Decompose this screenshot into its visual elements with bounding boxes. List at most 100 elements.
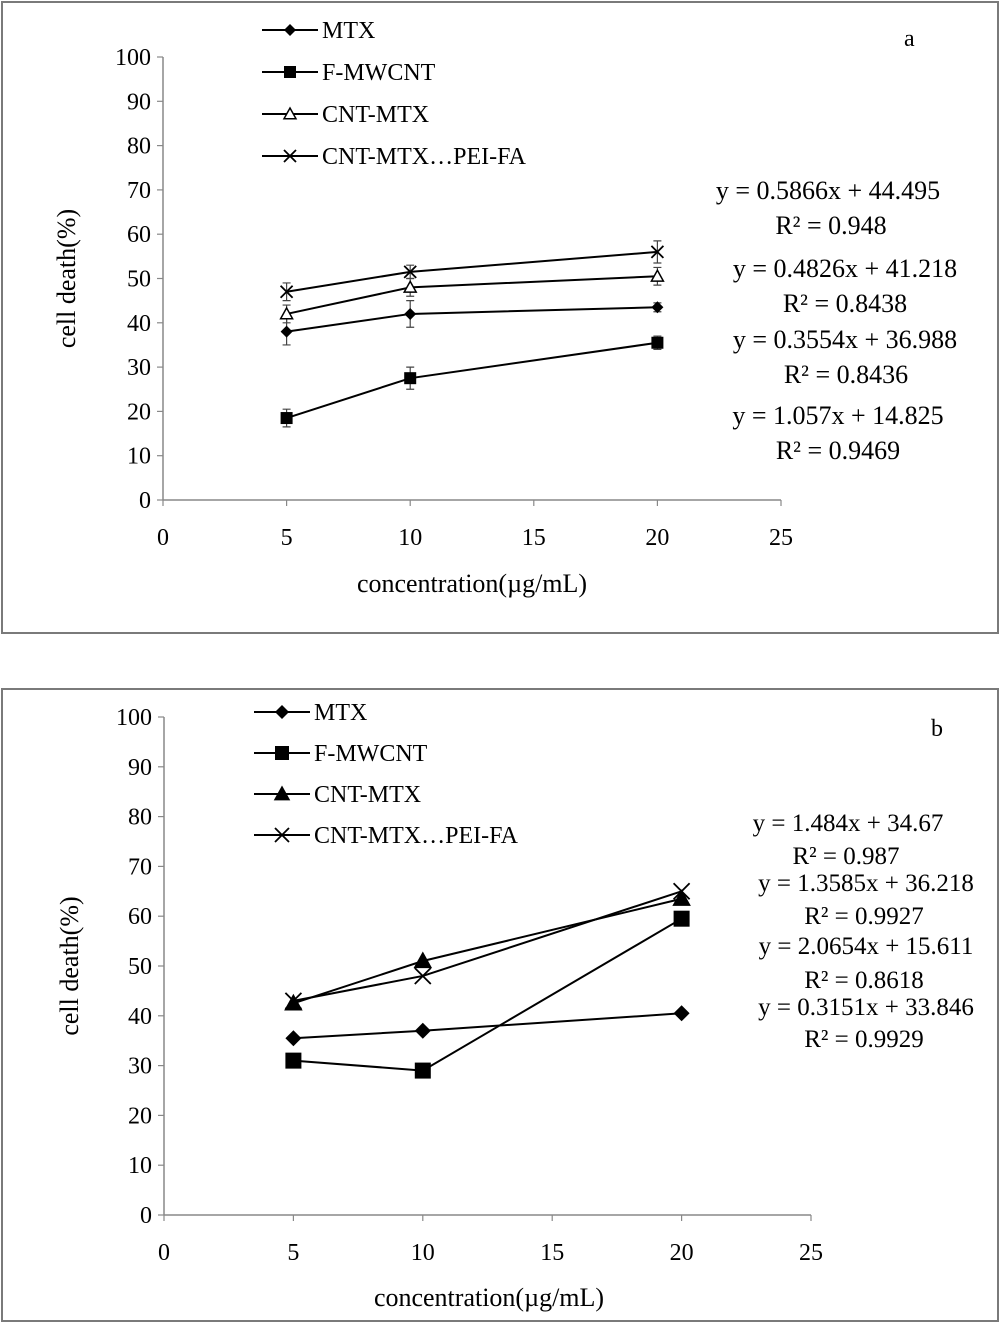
x-tick-label: 20 xyxy=(670,1240,694,1266)
x-tick-label: 25 xyxy=(769,525,793,551)
data-point xyxy=(414,967,432,985)
trendline-equation: y = 1.057x + 14.825 xyxy=(732,401,943,430)
x-tick-label: 5 xyxy=(287,1240,299,1266)
series-line xyxy=(293,897,682,1005)
legend-label: CNT-MTX…PEI-FA xyxy=(322,144,527,170)
series-line xyxy=(286,341,658,419)
legend-label: F-MWCNT xyxy=(314,741,428,767)
y-tick-label: 90 xyxy=(127,89,151,115)
y-tick-label: 40 xyxy=(128,1004,152,1030)
series-2 xyxy=(285,910,690,1079)
legend-item: MTX xyxy=(262,18,375,44)
legend-item: CNT-MTX xyxy=(254,782,421,808)
y-tick-label: 50 xyxy=(127,267,151,293)
legend-item: MTX xyxy=(254,700,367,726)
data-point xyxy=(673,1005,690,1022)
y-tick-label: 100 xyxy=(116,705,152,731)
y-tick-label: 30 xyxy=(128,1054,152,1080)
data-point xyxy=(284,993,303,1011)
data-point xyxy=(404,372,417,385)
trendline-r2: R² = 0.8436 xyxy=(784,360,908,389)
legend-item: F-MWCNT xyxy=(254,741,428,767)
data-point xyxy=(650,268,665,282)
data-point xyxy=(414,1022,431,1039)
legend-label: MTX xyxy=(322,18,375,44)
y-tick-label: 70 xyxy=(128,854,152,880)
legend-marker xyxy=(282,106,298,120)
legend-item: F-MWCNT xyxy=(262,60,436,86)
series-4 xyxy=(284,882,691,1010)
data-point xyxy=(672,882,691,900)
legend-marker xyxy=(274,827,290,843)
series-line xyxy=(286,250,658,293)
y-tick-label: 60 xyxy=(128,904,152,930)
x-axis-label: concentration(µg/mL) xyxy=(357,569,587,598)
trendline-equation: y = 2.0654x + 15.611 xyxy=(759,933,974,960)
chart-b-svg: 0 10 20 30 40 50 60 70 80 90 100 0 5 10 15 20 25 concentr… xyxy=(55,700,974,1312)
panel-label: a xyxy=(904,26,915,52)
y-tick-label: 70 xyxy=(127,178,151,204)
series-line xyxy=(293,1012,682,1040)
series-line xyxy=(286,306,658,333)
series-2 xyxy=(280,335,664,428)
y-tick-label: 80 xyxy=(127,134,151,160)
x-tick-label: 20 xyxy=(645,525,669,551)
legend-item: CNT-MTX xyxy=(262,102,429,128)
data-point xyxy=(404,307,417,320)
data-point xyxy=(673,910,690,927)
trendline-r2: R² = 0.948 xyxy=(775,211,886,240)
y-tick-label: 90 xyxy=(128,755,152,781)
series-4 xyxy=(279,240,665,302)
y-tick-label: 0 xyxy=(139,488,151,514)
x-tick-label: 10 xyxy=(398,525,422,551)
trendline-r2: R² = 0.9927 xyxy=(804,903,924,930)
legend-label: CNT-MTX xyxy=(314,782,421,808)
legend-label: F-MWCNT xyxy=(322,60,436,86)
chart-panel-b: 0 10 20 30 40 50 60 70 80 90 100 0 5 10 15 20 25 concentr… xyxy=(1,688,999,1322)
y-tick-label: 80 xyxy=(128,805,152,831)
y-tick-label: 10 xyxy=(128,1153,152,1179)
data-point xyxy=(279,306,294,320)
y-tick-label: 100 xyxy=(115,45,151,71)
series-line xyxy=(293,917,683,1072)
series-3 xyxy=(279,266,665,324)
y-tick-label: 40 xyxy=(127,311,151,337)
data-point xyxy=(285,1052,302,1069)
trendline-r2: R² = 0.9469 xyxy=(776,436,900,465)
chart-panel-a: 0 10 20 30 40 50 60 70 80 90 100 0 5 10 15 20 25 concentr… xyxy=(1,1,999,634)
legend-label: CNT-MTX xyxy=(322,102,429,128)
data-point xyxy=(280,325,293,338)
legend-marker xyxy=(284,66,296,78)
x-tick-label: 5 xyxy=(281,525,293,551)
trendline-r2: R² = 0.987 xyxy=(792,843,899,870)
panel-label: b xyxy=(931,716,943,742)
y-axis-label: cell death(%) xyxy=(55,896,84,1035)
x-tick-label: 15 xyxy=(522,525,546,551)
x-tick-label: 25 xyxy=(799,1240,823,1266)
x-tick-label: 10 xyxy=(411,1240,435,1266)
legend-marker xyxy=(284,24,296,36)
trendline-equation: y = 0.3151x + 33.846 xyxy=(758,994,974,1021)
data-point xyxy=(414,1062,431,1079)
legend-item: CNT-MTX…PEI-FA xyxy=(254,823,519,849)
trendline-r2: R² = 0.8618 xyxy=(804,967,924,994)
data-point xyxy=(284,992,303,1010)
data-point xyxy=(280,412,293,425)
legend-label: CNT-MTX…PEI-FA xyxy=(314,823,519,849)
y-axis-label: cell death(%) xyxy=(52,209,81,348)
y-tick-label: 10 xyxy=(127,444,151,470)
x-tick-label: 15 xyxy=(540,1240,564,1266)
trendline-equation: y = 0.4826x + 41.218 xyxy=(733,254,957,283)
x-tick-label: 0 xyxy=(158,1240,170,1266)
series-1 xyxy=(285,1005,690,1047)
data-point xyxy=(651,336,664,349)
y-tick-label: 20 xyxy=(128,1103,152,1129)
legend-marker xyxy=(275,705,289,719)
trendline-equation: y = 0.5866x + 44.495 xyxy=(716,176,940,205)
legend-marker xyxy=(273,785,291,801)
y-tick-label: 30 xyxy=(127,355,151,381)
trendline-equation: y = 1.3585x + 36.218 xyxy=(758,870,974,897)
trendline-equation: y = 0.3554x + 36.988 xyxy=(733,325,957,354)
legend-item: CNT-MTX…PEI-FA xyxy=(262,144,527,170)
data-point xyxy=(650,245,665,259)
